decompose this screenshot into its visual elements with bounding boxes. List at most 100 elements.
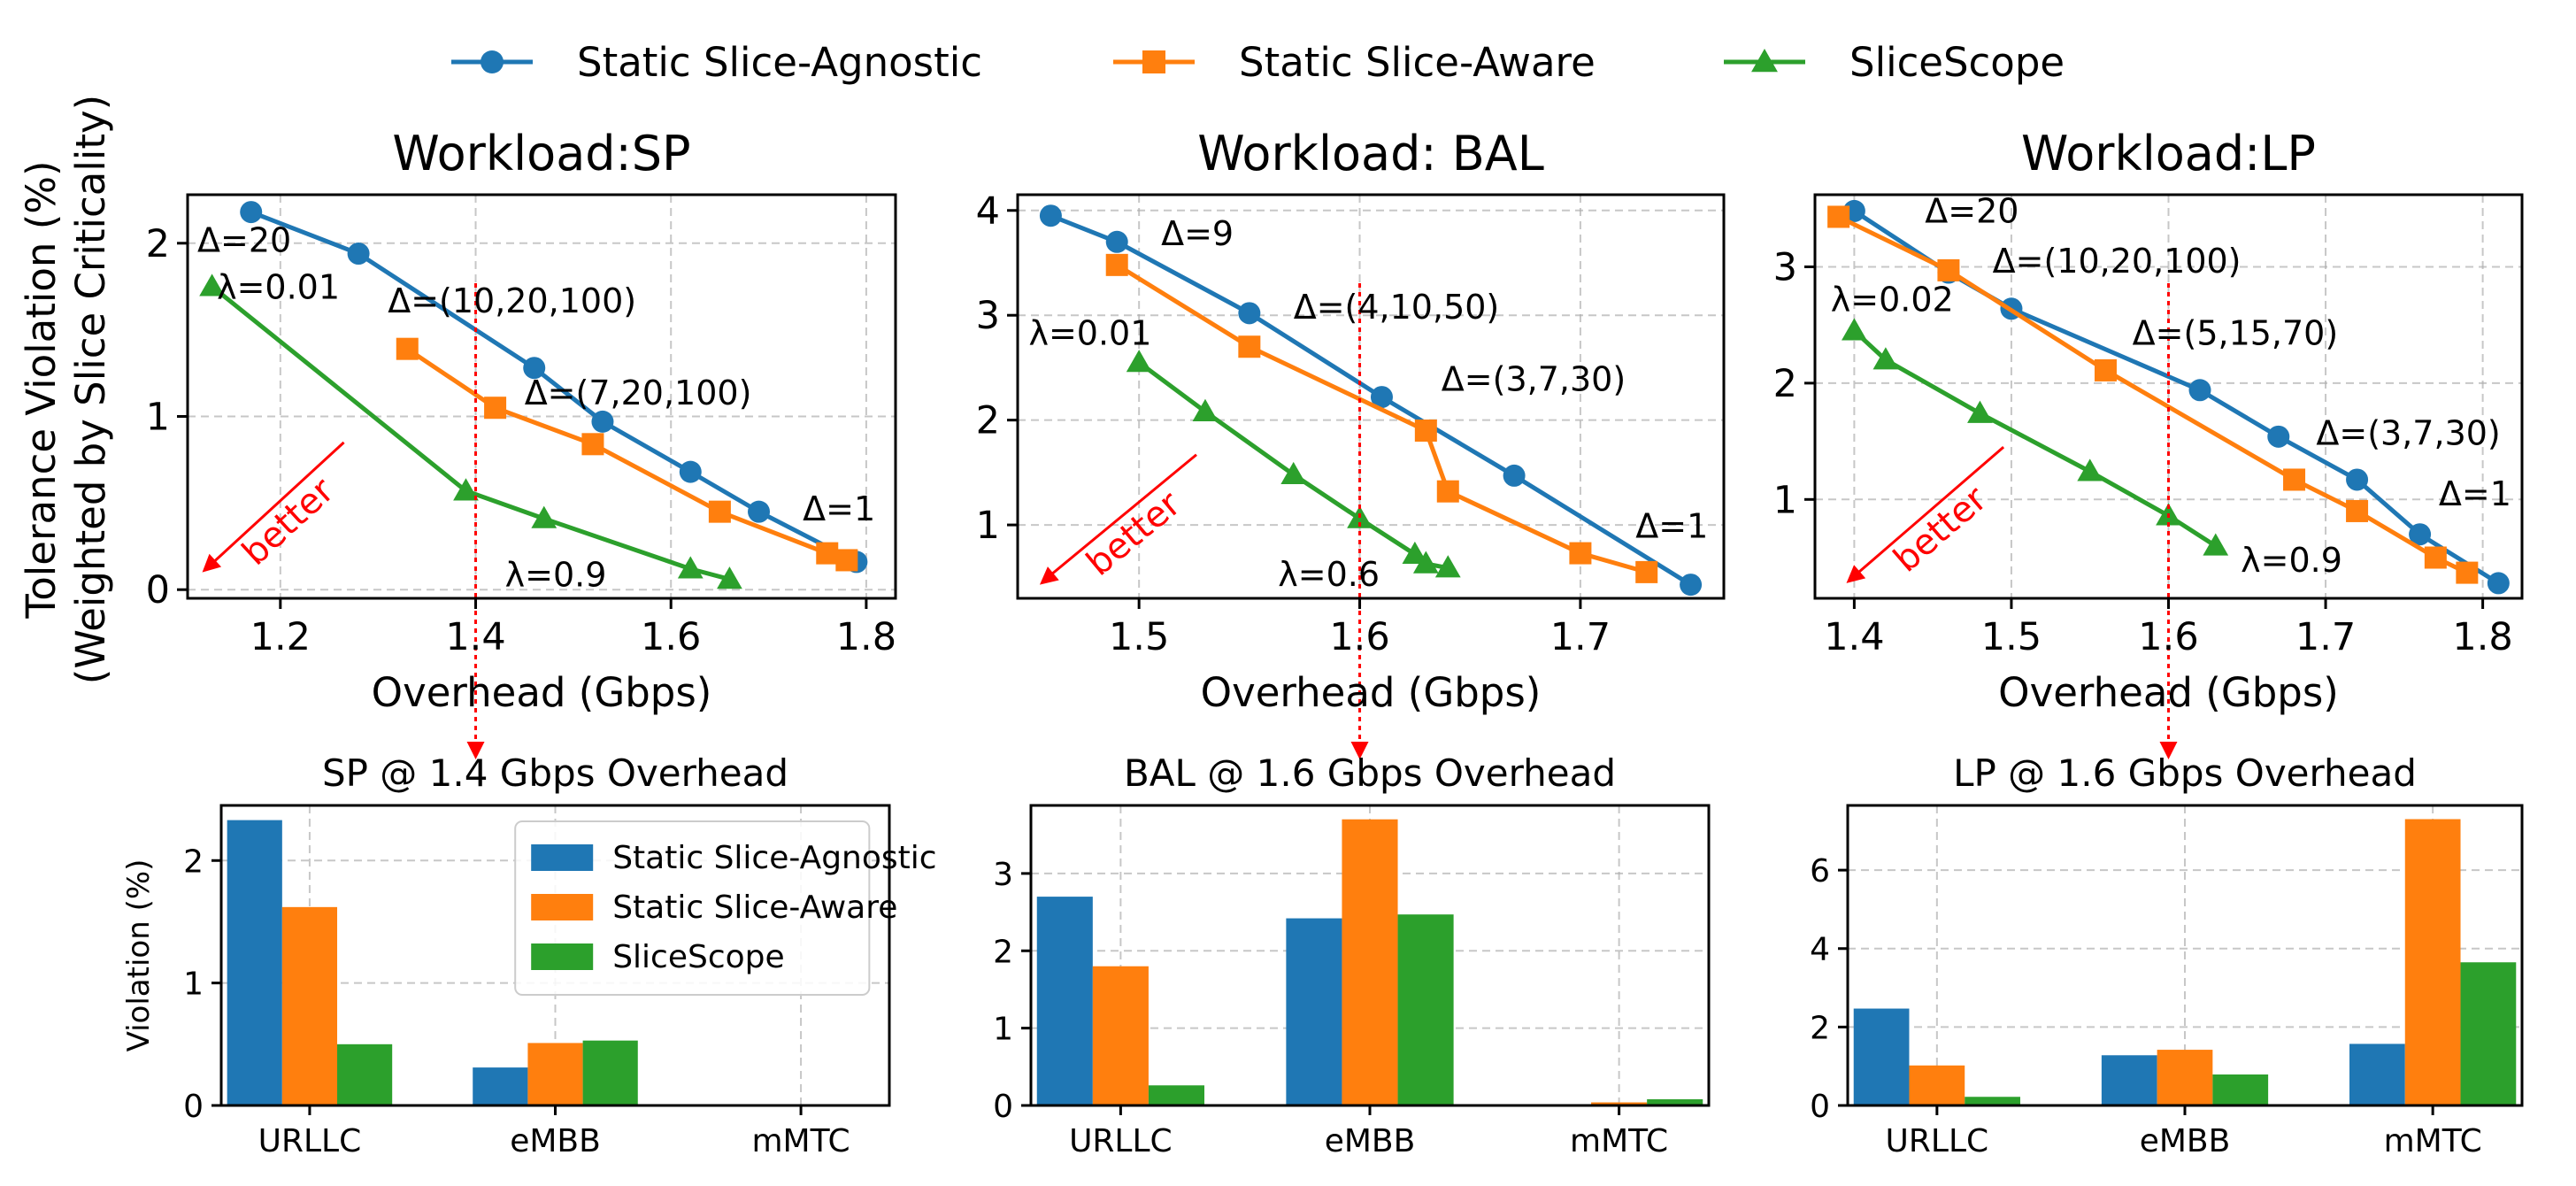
bar-chart-lp: URLLC eMBB mMTC 0 2 4 6 LP @ 1.6 Gbps Overhead xyxy=(1810,751,2524,1159)
y-tick-label: 2 xyxy=(976,399,1000,443)
data-point-static-slice-aware xyxy=(1937,258,1960,281)
data-point-static-slice-aware xyxy=(1105,253,1128,276)
x-tick-label: mMTC xyxy=(751,1123,850,1159)
x-tick-label: 1.6 xyxy=(1329,615,1389,659)
bar-static-slice-agnostic-urllc xyxy=(1036,897,1093,1105)
data-point-slicescope xyxy=(1192,398,1219,421)
legend-marker-slicescope xyxy=(1751,49,1778,73)
data-point-static-slice-aware xyxy=(1569,542,1592,565)
plot-frame xyxy=(186,193,897,600)
data-point-slicescope xyxy=(1967,400,1993,423)
bar-static-slice-agnostic-urllc xyxy=(227,820,282,1105)
x-tick-label: 1.4 xyxy=(445,615,505,659)
bar-legend-swatch-slicescope xyxy=(531,943,594,970)
bar-static-slice-agnostic-urllc xyxy=(1853,1008,1910,1105)
data-point-static-slice-aware xyxy=(581,433,604,456)
y-tick-label: 1 xyxy=(1773,478,1797,522)
y-axis-label: Violation (%) xyxy=(121,859,157,1052)
annotation: Δ=(4,10,50) xyxy=(1294,288,1500,327)
better-arrow-line xyxy=(210,441,345,566)
better-arrowhead xyxy=(1846,565,1866,583)
better-arrowhead xyxy=(1039,566,1059,585)
data-point-slicescope xyxy=(1412,551,1439,574)
bar-static-slice-aware-embb xyxy=(1342,819,1398,1105)
annotation: λ=0.02 xyxy=(1831,280,1954,319)
bar-legend-label-static-slice-agnostic: Static Slice-Agnostic xyxy=(612,840,936,876)
x-tick-label: mMTC xyxy=(1570,1123,1668,1159)
x-tick-label: 1.6 xyxy=(2138,615,2198,659)
data-point-slicescope xyxy=(1872,347,1899,370)
data-point-slicescope xyxy=(531,505,557,528)
y-tick-label: 4 xyxy=(1810,932,1830,968)
chart-title: SP @ 1.4 Gbps Overhead xyxy=(322,751,788,795)
bar-slicescope-embb xyxy=(582,1040,638,1105)
top-legend: Static Slice-Agnostic Static Slice-Aware S… xyxy=(451,39,2065,86)
data-point-static-slice-aware xyxy=(484,397,507,420)
chart-title: LP @ 1.6 Gbps Overhead xyxy=(1953,751,2417,795)
y-tick-label: 2 xyxy=(1773,362,1797,406)
y-tick-label: 1 xyxy=(976,504,1000,548)
y-tick-label: 3 xyxy=(976,294,1000,338)
annotation: λ=0.9 xyxy=(505,555,607,594)
annotation: Δ=(3,7,30) xyxy=(1442,359,1626,398)
y-tick-label: 4 xyxy=(976,189,1000,234)
bar-static-slice-aware-urllc xyxy=(281,906,338,1105)
data-point-static-slice-aware xyxy=(708,500,731,523)
legend-label-static-slice-agnostic: Static Slice-Agnostic xyxy=(577,39,982,86)
legend-marker-static-slice-agnostic xyxy=(481,50,504,73)
annotation: Δ=(7,20,100) xyxy=(525,374,752,412)
data-point-static-slice-aware xyxy=(2424,546,2447,569)
chart-title: Workload:LP xyxy=(2021,126,2316,181)
plot-frame xyxy=(1016,193,1726,600)
annotation: Δ=20 xyxy=(1925,192,2019,231)
data-point-static-slice-aware xyxy=(2094,358,2117,381)
bar-static-slice-agnostic-embb xyxy=(1286,918,1342,1105)
x-tick-label: eMBB xyxy=(2140,1123,2231,1159)
y-tick-label: 2 xyxy=(183,843,204,880)
bar-legend-swatch-static-slice-aware xyxy=(531,894,594,920)
x-tick-label: 1.7 xyxy=(2295,615,2356,659)
bar-slicescope-embb xyxy=(1397,914,1454,1105)
y-tick-label: 3 xyxy=(1773,245,1797,289)
x-tick-label: 1.4 xyxy=(1824,615,1884,659)
better-arrowhead xyxy=(202,553,222,573)
guide-arrowhead xyxy=(466,742,485,759)
data-point-slicescope xyxy=(717,566,742,589)
data-point-static-slice-agnostic xyxy=(2346,468,2369,491)
series-line-static-slice-agnostic xyxy=(1050,213,1692,587)
bar-static-slice-agnostic-embb xyxy=(473,1067,528,1105)
data-point-static-slice-aware xyxy=(1414,419,1437,442)
data-point-static-slice-agnostic xyxy=(1370,386,1393,409)
better-arrow-line xyxy=(1047,453,1197,578)
x-tick-label: 1.5 xyxy=(1109,615,1169,659)
bar-legend-swatch-static-slice-agnostic xyxy=(531,844,594,871)
data-point-static-slice-aware xyxy=(1238,335,1261,358)
y-tick-label: 1 xyxy=(183,967,204,1003)
data-point-static-slice-agnostic xyxy=(591,410,614,433)
data-point-static-slice-agnostic xyxy=(2188,379,2211,402)
y-tick-label: 0 xyxy=(146,568,170,612)
legend-label-slicescope: SliceScope xyxy=(1849,39,2065,86)
bar-slicescope-urllc xyxy=(1148,1085,1205,1105)
bar-slicescope-urllc xyxy=(337,1044,393,1105)
y-tick-label: 0 xyxy=(183,1089,204,1125)
data-point-static-slice-agnostic xyxy=(2487,572,2510,595)
x-axis-label: Overhead (Gbps) xyxy=(1201,669,1542,716)
x-tick-label: 1.7 xyxy=(1550,615,1611,659)
y-tick-label: 0 xyxy=(993,1089,1013,1125)
annotation: Δ=1 xyxy=(803,489,875,528)
bar-slicescope-mmtc xyxy=(2460,962,2517,1105)
annotation: Δ=20 xyxy=(197,221,291,260)
data-point-static-slice-aware xyxy=(1827,205,1850,228)
chart-title: Workload:SP xyxy=(392,126,690,181)
bar-static-slice-agnostic-embb xyxy=(2101,1055,2157,1105)
data-point-static-slice-agnostic xyxy=(748,500,771,523)
data-point-static-slice-aware xyxy=(816,542,839,565)
data-point-static-slice-aware xyxy=(2456,561,2479,584)
data-point-static-slice-agnostic xyxy=(1503,464,1526,487)
y-tick-label: 2 xyxy=(1810,1010,1830,1046)
annotation: Δ=1 xyxy=(1635,506,1708,545)
legend-label-static-slice-aware: Static Slice-Aware xyxy=(1239,39,1596,86)
